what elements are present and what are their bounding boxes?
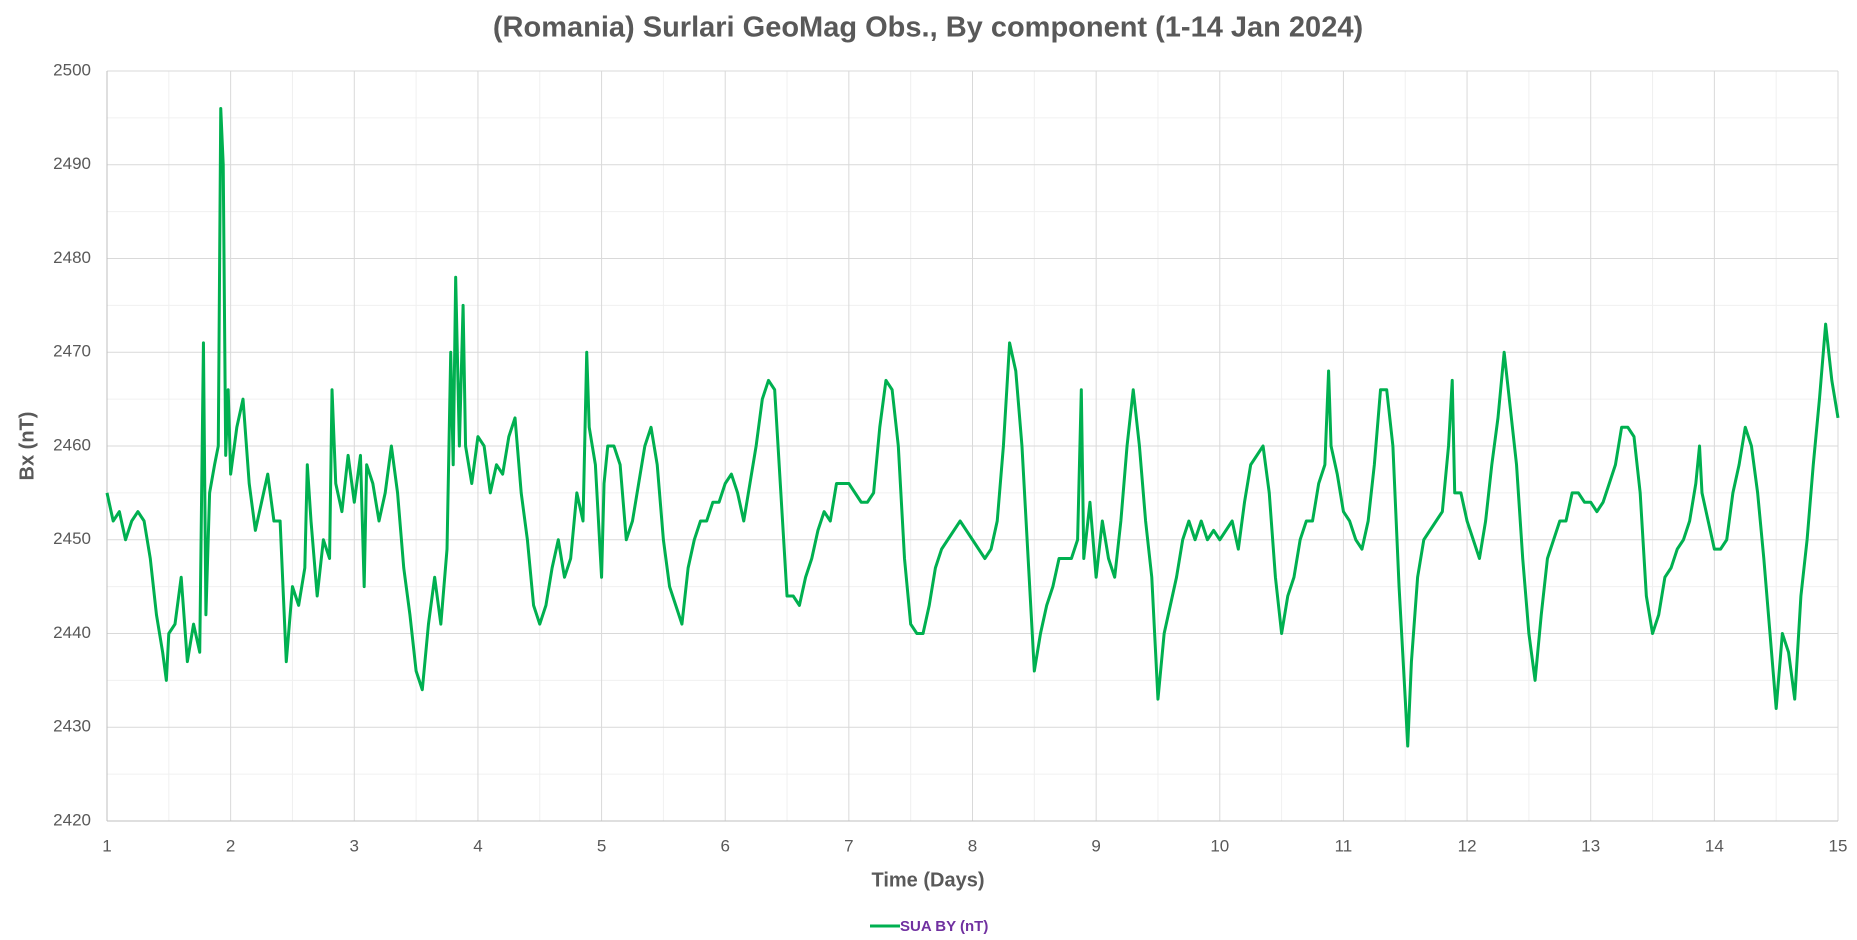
data-line bbox=[105, 107, 1840, 748]
x-tick-label: 12 bbox=[1458, 836, 1477, 855]
y-tick-label: 2480 bbox=[53, 248, 91, 267]
y-tick-label: 2450 bbox=[53, 529, 91, 548]
y-tick-label: 2430 bbox=[53, 717, 91, 736]
y-tick-label: 2500 bbox=[53, 60, 91, 79]
legend-label: SUA BY (nT) bbox=[900, 918, 988, 935]
y-tick-label: 2420 bbox=[53, 810, 91, 829]
x-tick-label: 9 bbox=[1091, 836, 1100, 855]
x-tick-label: 15 bbox=[1829, 836, 1848, 855]
y-tick-label: 2470 bbox=[53, 342, 91, 361]
x-tick-label: 11 bbox=[1335, 836, 1353, 855]
x-tick-label: 10 bbox=[1210, 836, 1229, 855]
x-tick-label: 3 bbox=[350, 836, 359, 855]
x-tick-label: 4 bbox=[473, 836, 482, 855]
y-tick-label: 2440 bbox=[53, 623, 91, 642]
x-tick-label: 8 bbox=[968, 836, 977, 855]
y-tick-label: 2490 bbox=[53, 154, 91, 173]
x-tick-label: 13 bbox=[1581, 836, 1600, 855]
x-tick-label: 5 bbox=[597, 836, 606, 855]
chart-title: (Romania) Surlari GeoMag Obs., By compon… bbox=[493, 12, 1363, 44]
y-tick-label: 2460 bbox=[53, 435, 91, 454]
x-axis-title: Time (Days) bbox=[871, 869, 984, 891]
y-axis-title: Bx (nT) bbox=[16, 412, 38, 481]
x-tick-label: 6 bbox=[720, 836, 729, 855]
x-tick-label: 2 bbox=[226, 836, 235, 855]
x-tick-label: 1 bbox=[102, 836, 111, 855]
x-tick-label: 14 bbox=[1705, 836, 1724, 855]
x-tick-label: 7 bbox=[844, 836, 853, 855]
